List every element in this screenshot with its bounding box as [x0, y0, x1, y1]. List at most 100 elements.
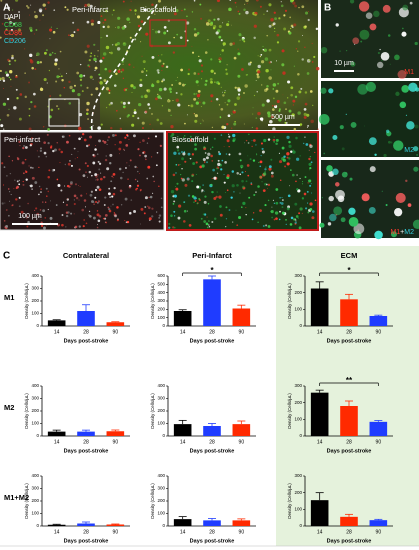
cell [15, 74, 18, 77]
cell [9, 191, 11, 193]
cell [270, 211, 272, 213]
cell [5, 209, 8, 211]
cell [271, 206, 273, 208]
cell [252, 159, 256, 162]
cell [273, 27, 276, 30]
cell [134, 13, 137, 15]
cell [271, 216, 274, 219]
cell [127, 178, 129, 180]
x-tick-label: 14 [180, 529, 186, 535]
y-tick-label: 200 [157, 307, 165, 312]
cell [153, 180, 155, 183]
cell [269, 119, 273, 124]
cell [414, 41, 418, 46]
cell [225, 153, 228, 155]
cell [28, 81, 31, 84]
cell [241, 35, 243, 37]
cell [288, 140, 291, 144]
cell [187, 152, 191, 156]
cell [210, 148, 212, 150]
cell [34, 209, 36, 211]
cell [368, 137, 377, 146]
cell [272, 199, 275, 201]
cell [134, 165, 137, 169]
cell [0, 69, 2, 73]
cell [353, 223, 365, 235]
cell [191, 174, 194, 178]
cell [142, 127, 144, 129]
cell [183, 209, 187, 213]
cell [29, 166, 32, 169]
cell [345, 113, 347, 115]
cell [128, 185, 132, 189]
cell [291, 113, 295, 117]
cell [10, 28, 14, 32]
cell [160, 206, 163, 209]
image-region [0, 0, 100, 130]
cell [237, 93, 241, 96]
cell [5, 28, 8, 31]
cell [19, 93, 23, 96]
y-axis-label: Density (Cells/µL) [287, 283, 292, 319]
cell [42, 209, 46, 213]
cell [79, 63, 82, 66]
cell [203, 190, 205, 192]
cell [306, 126, 309, 128]
error-bar [52, 319, 61, 321]
error-bar [237, 420, 246, 425]
cell [312, 104, 314, 107]
cell [268, 3, 272, 7]
cell [217, 17, 220, 21]
cell [204, 195, 207, 198]
cell [283, 14, 286, 17]
region-label: Peri-infarct [72, 5, 109, 14]
cell [115, 27, 116, 28]
cell [46, 82, 48, 84]
cell [246, 2, 248, 4]
cell [194, 119, 198, 123]
cell [146, 177, 149, 180]
cell [93, 10, 95, 12]
cell [60, 75, 63, 78]
cell [60, 150, 64, 154]
cell [199, 165, 203, 169]
cell [112, 203, 114, 206]
cell [313, 55, 316, 59]
cell [73, 194, 77, 198]
cell [207, 224, 210, 226]
cell [14, 59, 17, 62]
cell [196, 197, 198, 199]
cell [278, 152, 281, 154]
cell [3, 220, 6, 222]
cell [274, 17, 277, 21]
cell [17, 15, 19, 17]
cell [92, 153, 95, 157]
cell [91, 200, 94, 203]
y-tick-label: 300 [31, 486, 39, 491]
cell [173, 151, 177, 155]
cell [257, 64, 261, 69]
cell [230, 196, 233, 199]
cell [110, 205, 112, 207]
cell [288, 31, 292, 35]
cell [206, 226, 209, 229]
x-tick-label: 90 [113, 329, 119, 335]
cell [175, 91, 178, 94]
cell [36, 150, 38, 152]
cell [233, 56, 237, 60]
cell [290, 150, 293, 153]
x-tick-label: 90 [113, 529, 119, 535]
cell [350, 121, 357, 128]
bar [340, 299, 358, 326]
cell [393, 140, 404, 151]
cell [94, 196, 97, 199]
cell [358, 1, 370, 12]
cell [407, 203, 412, 207]
cell [387, 140, 391, 144]
cell [210, 69, 214, 73]
cell [211, 190, 214, 194]
y-tick-label: 200 [294, 290, 302, 295]
y-tick-label: 300 [31, 286, 39, 291]
cell [97, 50, 99, 52]
y-tick-label: 100 [157, 511, 165, 516]
